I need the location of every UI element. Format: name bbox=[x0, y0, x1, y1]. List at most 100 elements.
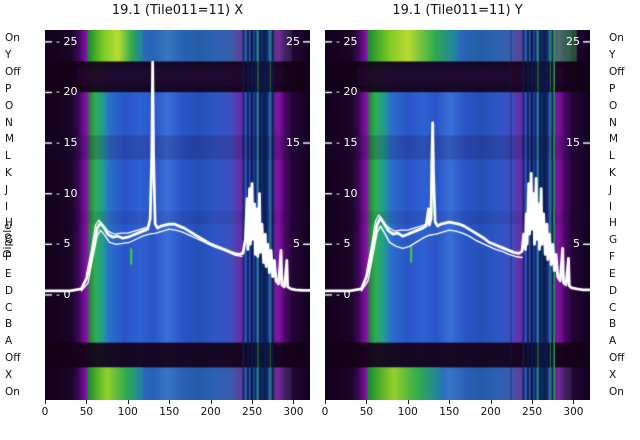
x-tick-label: 0 bbox=[321, 406, 329, 418]
heatmap-panel-y: - 25 - 20 - 15 - 10 - 5 - 0 25 15 5 bbox=[325, 30, 590, 400]
row-label: P bbox=[609, 82, 616, 95]
inner-y-tick-label: - 5 bbox=[56, 237, 71, 251]
row-label: Off bbox=[5, 66, 21, 79]
x-tick-mark bbox=[490, 400, 492, 404]
right-inner-y-tick-label: 5 bbox=[573, 237, 580, 251]
row-label: E bbox=[609, 267, 616, 280]
inner-y-tick-label: - 20 bbox=[56, 85, 78, 99]
row-label: A bbox=[609, 335, 617, 348]
row-label: F bbox=[5, 251, 12, 264]
heatmap-panel-x: - 25 - 20 - 15 - 10 - 5 - 0 25 15 5 bbox=[45, 30, 310, 400]
row-label: J bbox=[5, 183, 9, 196]
row-label: Off bbox=[609, 66, 625, 79]
row-label: On bbox=[5, 385, 20, 398]
row-label: G bbox=[609, 234, 618, 247]
x-tick-label: 100 bbox=[397, 406, 418, 418]
dipole-row-labels-left: On Y Off P O N M L K J I H G F E D C B A Off X On bbox=[5, 30, 39, 402]
x-tick-mark bbox=[252, 400, 254, 404]
row-label: H bbox=[609, 217, 617, 230]
row-label: On bbox=[5, 32, 20, 45]
x-tick-label: 150 bbox=[159, 406, 180, 418]
row-label: X bbox=[5, 368, 13, 381]
x-tick-label: 150 bbox=[439, 406, 460, 418]
row-label: E bbox=[5, 267, 12, 280]
inner-y-tick-label: - 15 bbox=[56, 136, 78, 150]
x-tick-mark bbox=[127, 400, 129, 404]
inner-y-tick-label: - 25 bbox=[56, 34, 78, 48]
heatmap-canvas-x bbox=[45, 30, 310, 400]
row-label: Off bbox=[5, 351, 21, 364]
right-inner-y-tick-label: 25 bbox=[286, 34, 300, 48]
x-tick-mark bbox=[45, 400, 46, 404]
row-label: O bbox=[609, 99, 618, 112]
x-tick-label: 50 bbox=[359, 406, 374, 418]
row-label: I bbox=[609, 200, 613, 213]
row-label: J bbox=[609, 183, 613, 196]
row-label: G bbox=[5, 234, 14, 247]
row-label: N bbox=[5, 116, 13, 129]
row-label: P bbox=[5, 82, 12, 95]
inner-y-tick-label: - 5 bbox=[336, 237, 351, 251]
right-inner-y-tick-label: 5 bbox=[293, 237, 300, 251]
inner-y-tick-label: - 15 bbox=[336, 136, 358, 150]
row-label: On bbox=[609, 385, 624, 398]
right-inner-y-tick-label: 15 bbox=[566, 136, 580, 150]
x-tick-mark bbox=[449, 400, 451, 404]
inner-y-tick-label: - 0 bbox=[56, 287, 71, 301]
x-tick-mark bbox=[325, 400, 326, 404]
row-label: H bbox=[5, 217, 13, 230]
row-label: B bbox=[5, 318, 13, 331]
inner-y-tick-label: - 10 bbox=[56, 186, 78, 200]
row-label: C bbox=[5, 301, 13, 314]
x-tick-label: 200 bbox=[480, 406, 501, 418]
row-label: N bbox=[609, 116, 617, 129]
row-label: On bbox=[609, 32, 624, 45]
x-tick-mark bbox=[169, 400, 171, 404]
x-axis-x: 0 50 100 150 200 250 300 bbox=[41, 400, 311, 428]
row-label: I bbox=[5, 200, 9, 213]
x-tick-mark bbox=[293, 400, 295, 404]
x-tick-mark bbox=[86, 400, 88, 404]
row-label: D bbox=[5, 284, 14, 297]
right-inner-y-tick-label: 25 bbox=[566, 34, 580, 48]
right-inner-y-tick-label: 15 bbox=[286, 136, 300, 150]
panel-title-y: 19.1 (Tile011=11) Y bbox=[392, 3, 523, 18]
row-label: Y bbox=[609, 49, 616, 62]
row-label: M bbox=[609, 133, 619, 146]
row-label: M bbox=[5, 133, 15, 146]
heatmap-canvas-y bbox=[325, 30, 590, 400]
x-tick-label: 200 bbox=[200, 406, 221, 418]
row-label: D bbox=[609, 284, 618, 297]
row-label: L bbox=[609, 150, 615, 163]
row-label: F bbox=[609, 251, 616, 264]
row-label: A bbox=[5, 335, 13, 348]
x-tick-mark bbox=[532, 400, 534, 404]
inner-y-tick-label: - 0 bbox=[336, 287, 351, 301]
x-tick-mark bbox=[366, 400, 368, 404]
inner-y-tick-label: - 10 bbox=[336, 186, 358, 200]
x-tick-label: 300 bbox=[283, 406, 304, 418]
inner-y-tick-label: - 20 bbox=[336, 85, 358, 99]
row-label: L bbox=[5, 150, 11, 163]
row-label: K bbox=[5, 166, 12, 179]
x-axis-y: 0 50 100 150 200 250 300 bbox=[321, 400, 591, 428]
row-label: Y bbox=[5, 49, 12, 62]
row-label: X bbox=[609, 368, 617, 381]
x-tick-label: 300 bbox=[563, 406, 584, 418]
row-label: C bbox=[609, 301, 617, 314]
x-tick-mark bbox=[573, 400, 575, 404]
inner-y-tick-label: - 25 bbox=[336, 34, 358, 48]
row-label: B bbox=[609, 318, 617, 331]
panel-title-x: 19.1 (Tile011=11) X bbox=[111, 3, 244, 18]
x-tick-mark bbox=[407, 400, 409, 404]
row-label: K bbox=[609, 166, 616, 179]
x-tick-label: 250 bbox=[522, 406, 543, 418]
dipole-row-labels-right: On Y Off P O N M L K J I H G F E D C B A Off X On bbox=[609, 30, 640, 402]
x-tick-label: 50 bbox=[79, 406, 94, 418]
x-tick-label: 0 bbox=[41, 406, 49, 418]
row-label: Off bbox=[609, 351, 625, 364]
x-tick-label: 100 bbox=[117, 406, 138, 418]
x-tick-mark bbox=[210, 400, 212, 404]
x-tick-label: 250 bbox=[242, 406, 263, 418]
